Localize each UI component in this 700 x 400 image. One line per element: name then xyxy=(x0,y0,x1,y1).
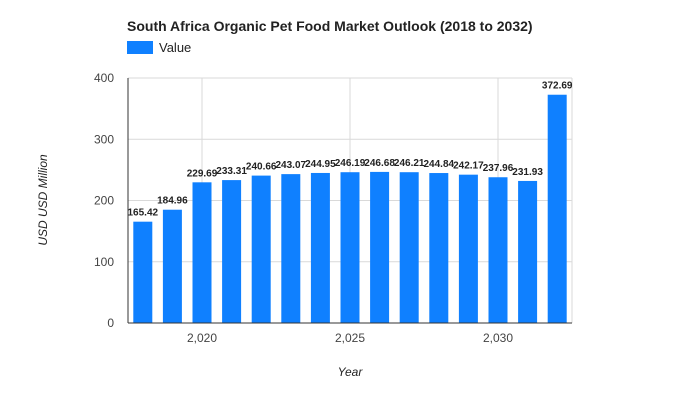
legend[interactable]: Value xyxy=(127,40,191,55)
x-tick-label: 2,030 xyxy=(483,331,513,345)
bar[interactable] xyxy=(458,174,478,323)
bar[interactable] xyxy=(547,94,567,323)
x-tick-label: 2,025 xyxy=(335,331,365,345)
y-tick-label: 400 xyxy=(94,71,114,85)
bar[interactable] xyxy=(222,180,242,323)
y-axis-title: USD USD Million xyxy=(36,154,50,246)
bar[interactable] xyxy=(370,171,390,323)
bar[interactable] xyxy=(162,209,182,323)
bar[interactable] xyxy=(429,173,449,323)
bars xyxy=(133,94,567,323)
bar[interactable] xyxy=(133,221,153,323)
chart-title: South Africa Organic Pet Food Market Out… xyxy=(127,18,533,34)
y-tick-label: 0 xyxy=(107,316,114,330)
bar-value-label: 240.66 xyxy=(246,162,277,173)
bar-value-label: 243.07 xyxy=(276,160,307,171)
bar[interactable] xyxy=(310,172,330,323)
bar[interactable] xyxy=(399,172,419,323)
bar[interactable] xyxy=(192,182,212,323)
bar[interactable] xyxy=(251,175,271,323)
bar-value-label: 184.96 xyxy=(157,196,188,207)
legend-label: Value xyxy=(159,40,191,55)
axes: 0 100 200 300 400 2,020 2,025 2,030 xyxy=(94,71,572,345)
bar-value-label: 246.21 xyxy=(394,158,425,169)
bar-value-label: 244.84 xyxy=(424,159,455,170)
bar[interactable] xyxy=(488,177,508,323)
bar-value-label: 231.93 xyxy=(512,167,543,178)
bar-value-label: 246.68 xyxy=(364,158,395,169)
bar-value-label: 229.69 xyxy=(187,168,218,179)
bar[interactable] xyxy=(340,172,360,323)
bar-value-label: 233.31 xyxy=(216,166,247,177)
bar-value-label: 372.69 xyxy=(542,81,573,92)
bar[interactable] xyxy=(281,174,301,323)
bar-value-label: 242.17 xyxy=(453,161,484,172)
y-tick-label: 100 xyxy=(94,255,114,269)
x-axis-title: Year xyxy=(338,365,364,379)
bar-value-label: 244.95 xyxy=(305,159,336,170)
bar-value-label: 237.96 xyxy=(483,163,514,174)
legend-swatch xyxy=(127,41,153,54)
y-tick-label: 300 xyxy=(94,132,114,146)
bar[interactable] xyxy=(518,180,538,323)
y-tick-label: 200 xyxy=(94,194,114,208)
bar-value-label: 246.19 xyxy=(335,158,366,169)
x-tick-label: 2,020 xyxy=(187,331,217,345)
bar-value-label: 165.42 xyxy=(128,208,159,219)
